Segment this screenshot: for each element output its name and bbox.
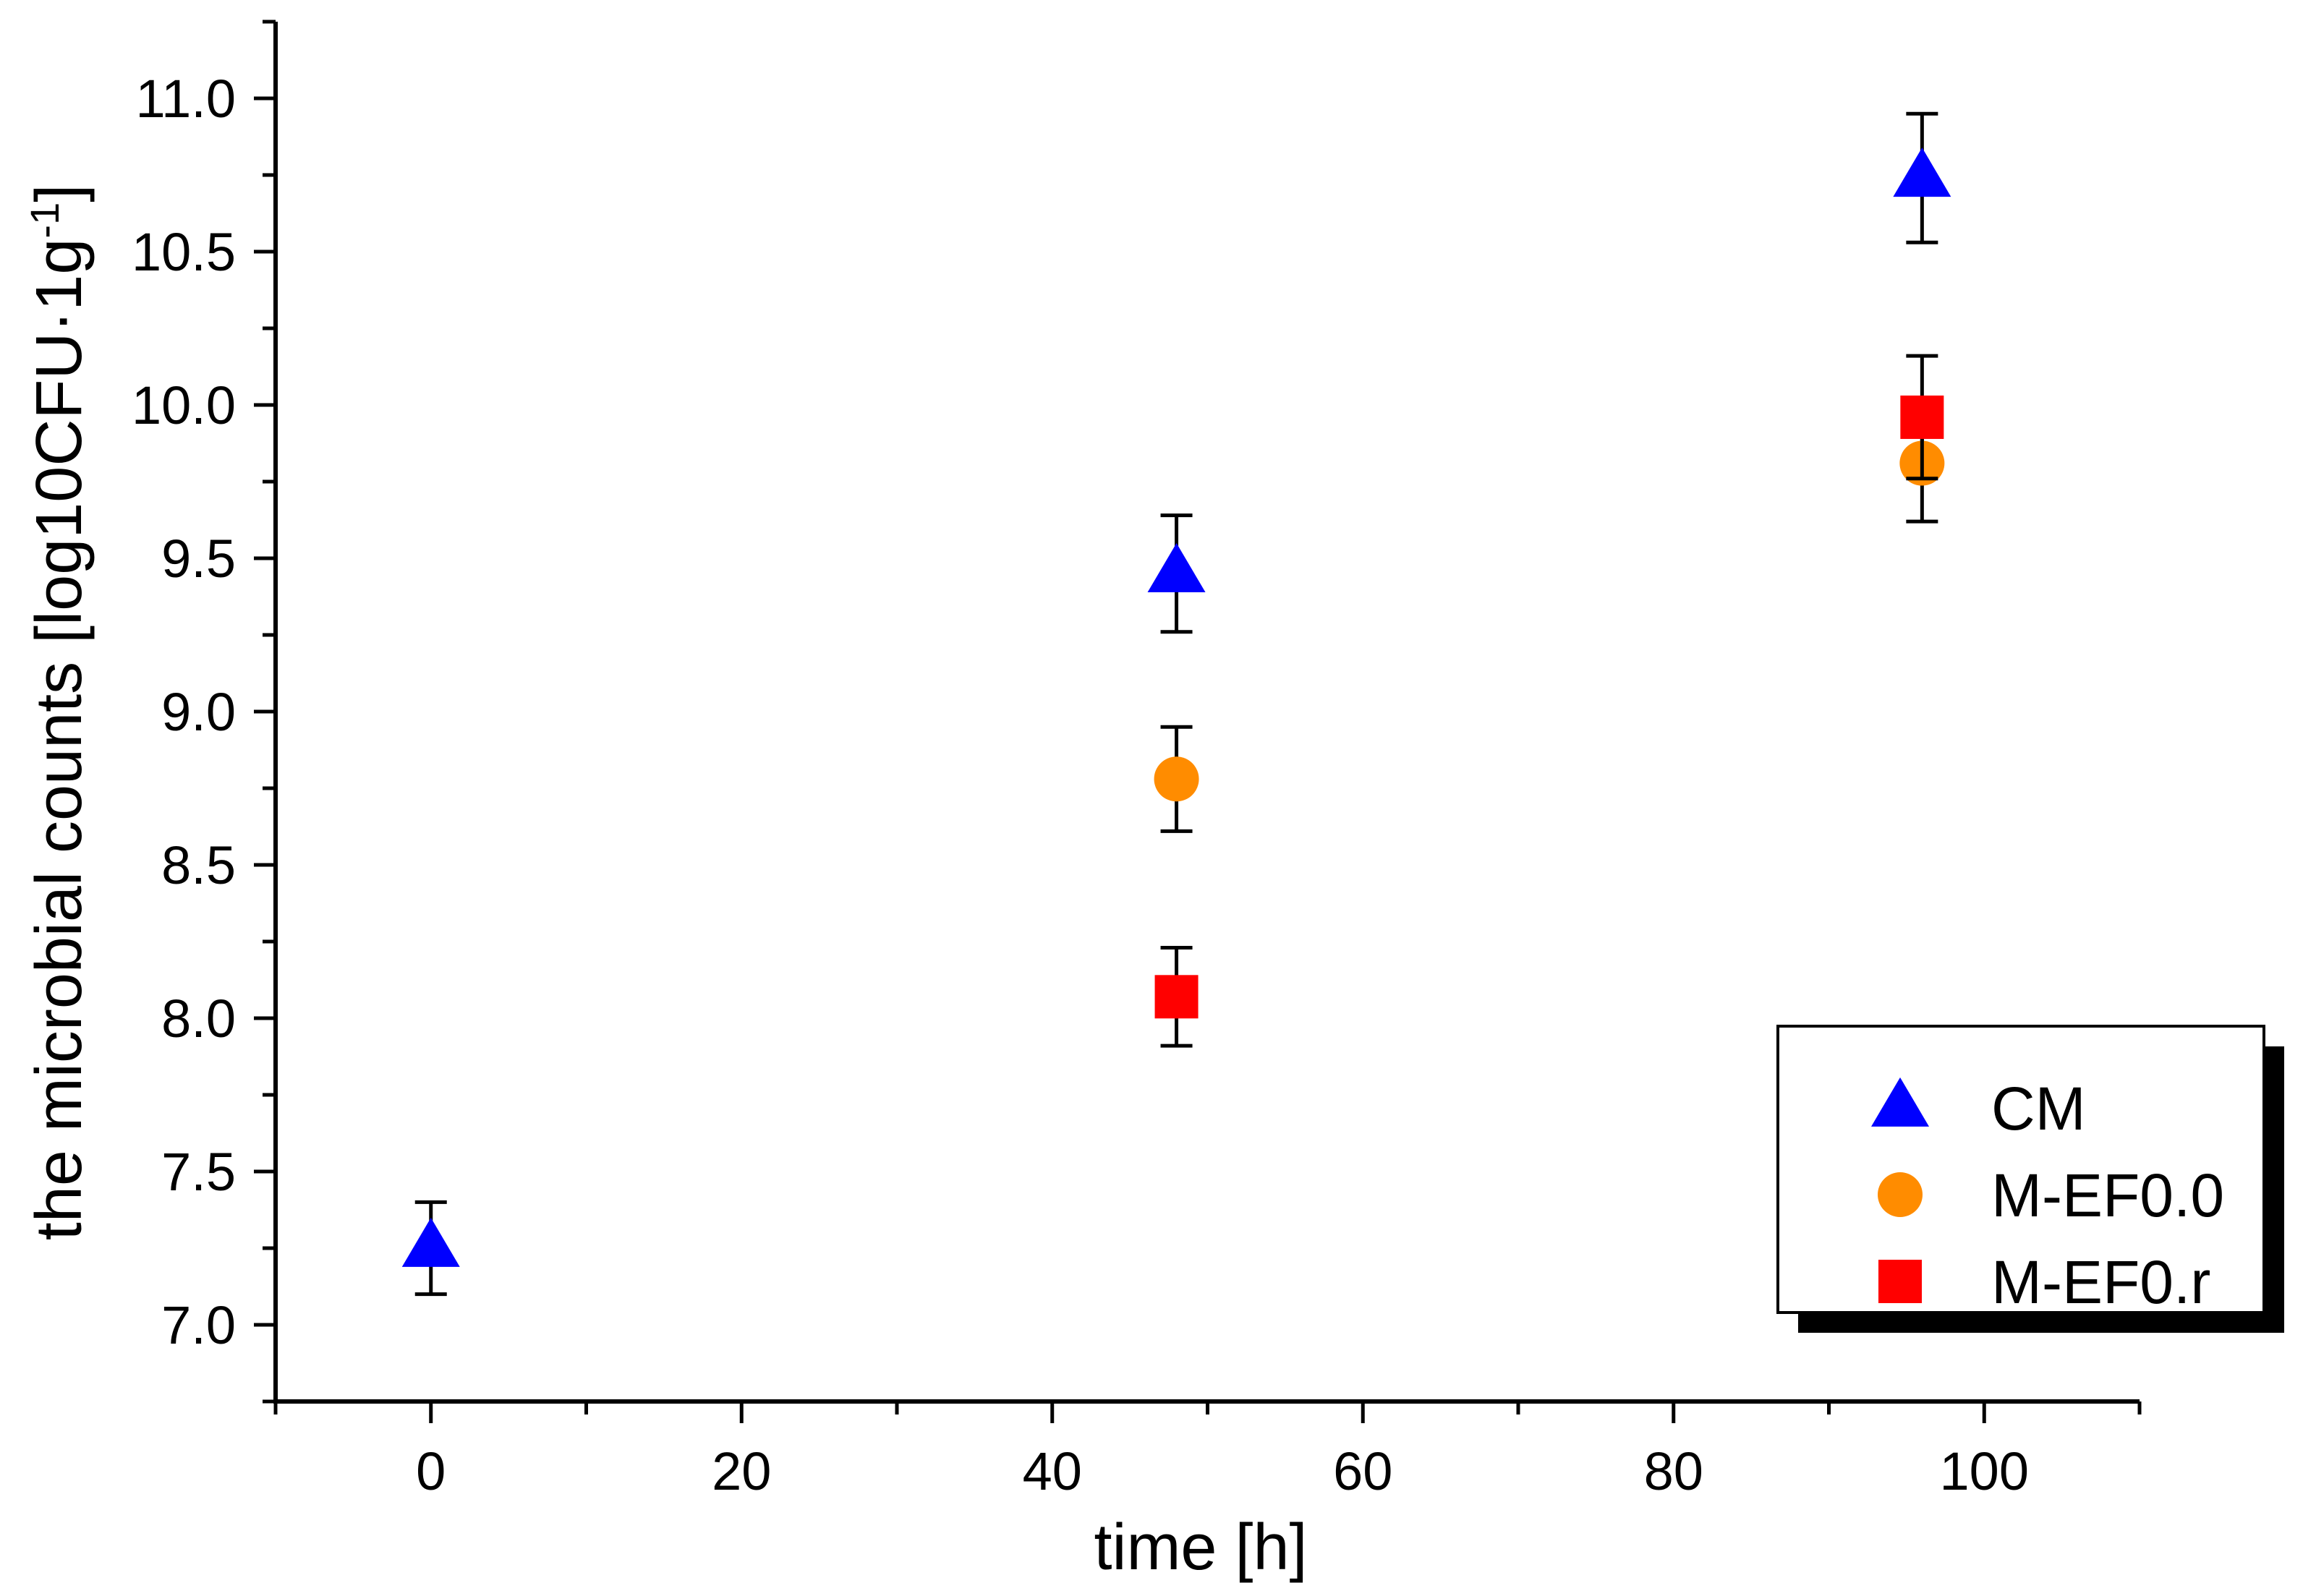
y-tick-label: 9.5 [161, 529, 236, 589]
y-axis-label-sup: -1 [22, 202, 67, 239]
y-axis-label: the microbial counts [log10CFU·1g-1] [22, 184, 96, 1240]
legend-marker-m-ef0-0 [1878, 1172, 1923, 1217]
data-point-m-ef0-0 [1154, 756, 1199, 802]
legend: CM M-EF0.0 M-EF0.r [1776, 1025, 2284, 1333]
x-axis-ticks: 0 20 40 60 80 100 [273, 1401, 2142, 1501]
series-cm [401, 111, 1951, 1297]
y-tick-label: 8.5 [161, 835, 236, 895]
series-m-ef0-r [1154, 354, 1944, 1048]
y-tick-label: 11.0 [135, 69, 236, 129]
y-tick-label: 8.0 [161, 989, 236, 1049]
x-tick-label: 100 [1940, 1441, 2029, 1501]
x-tick-label: 80 [1644, 1441, 1703, 1501]
x-tick-label: 60 [1333, 1441, 1392, 1501]
x-axis-label: time [h] [1094, 1511, 1307, 1584]
legend-label-m-ef0-r: M-EF0.r [1991, 1248, 2210, 1316]
data-point-cm [1147, 543, 1206, 593]
x-tick-label: 0 [416, 1441, 446, 1501]
legend-marker-cm [1871, 1077, 1929, 1127]
y-axis-label-dot: · [23, 311, 95, 333]
data-point-cm [1893, 148, 1951, 197]
legend-box [1776, 1025, 2265, 1314]
y-axis-ticks: 7.0 7.5 8.0 8.5 9.0 9.5 10.0 10.5 11.0 [132, 20, 276, 1404]
y-tick-label: 9.0 [161, 682, 236, 742]
data-point-m-ef0-r [1900, 395, 1944, 439]
y-axis-label-mid: 1g [23, 239, 95, 311]
x-tick-label: 40 [1023, 1441, 1082, 1501]
y-tick-label: 10.0 [132, 375, 236, 435]
x-tick-label: 20 [712, 1441, 771, 1501]
legend-marker-m-ef0-r [1878, 1260, 1922, 1303]
data-point-m-ef0-r [1154, 975, 1199, 1019]
y-axis-label-main: the microbial counts [log10CFU [23, 333, 95, 1241]
legend-label-m-ef0-0: M-EF0.0 [1991, 1161, 2224, 1229]
y-tick-label: 10.5 [132, 222, 236, 282]
y-tick-label: 7.0 [161, 1295, 236, 1355]
y-tick-label: 7.5 [161, 1142, 236, 1202]
y-axis-label-end: ] [23, 184, 95, 202]
series-m-ef0-0 [1154, 403, 1945, 833]
data-series [401, 111, 1951, 1297]
data-point-cm [401, 1217, 460, 1267]
legend-label-cm: CM [1991, 1075, 2086, 1143]
